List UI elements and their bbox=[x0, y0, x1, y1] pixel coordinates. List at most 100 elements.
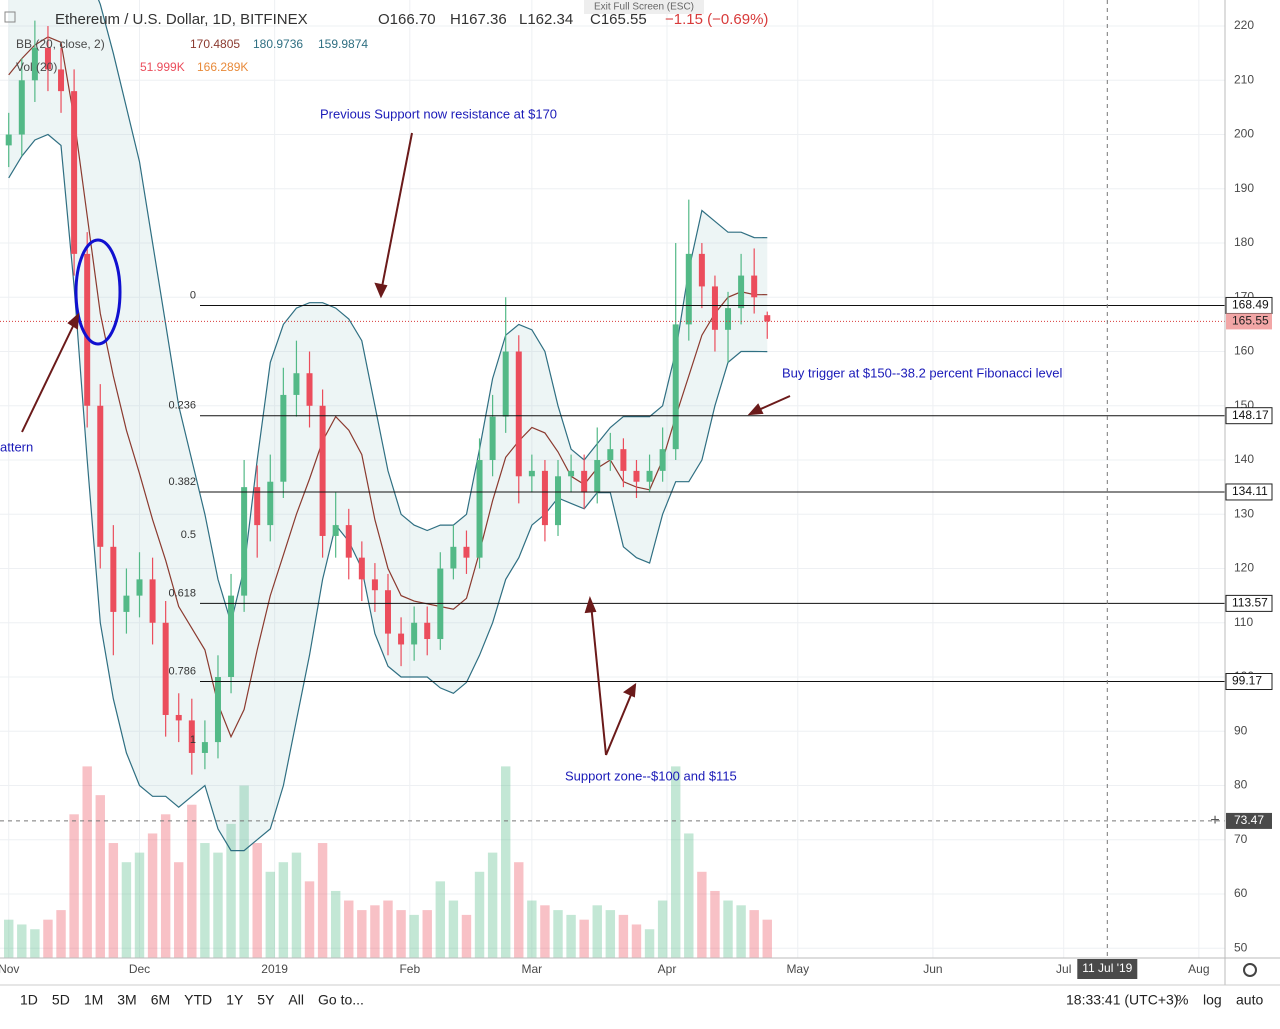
candle-body bbox=[332, 525, 339, 536]
arrow-head bbox=[67, 312, 80, 330]
crosshair-plus: + bbox=[1210, 812, 1219, 829]
y-tick-label: 140 bbox=[1234, 452, 1254, 466]
y-tick-label: 180 bbox=[1234, 235, 1254, 249]
crosshair-date: 11 Jul '19 bbox=[1082, 961, 1132, 975]
candle-body bbox=[5, 134, 12, 146]
goto-button[interactable]: Go to... bbox=[318, 992, 364, 1008]
bb-basis: 170.4805 bbox=[190, 37, 240, 51]
exit-fullscreen-bg[interactable] bbox=[584, 0, 704, 14]
range-button[interactable]: 5D bbox=[52, 992, 70, 1008]
exit-fullscreen[interactable]: Exit Full Screen (ESC) bbox=[594, 2, 694, 13]
candle-body bbox=[18, 80, 25, 135]
price-tag-bg bbox=[1225, 594, 1273, 612]
range-button[interactable]: 1M bbox=[84, 992, 103, 1008]
overlay-layer: Previous Support now resistance at $170 … bbox=[0, 0, 1062, 783]
fib-label: 0.5 bbox=[181, 529, 196, 541]
bb-lower bbox=[8, 133, 768, 852]
price-tag: 148.17 bbox=[1232, 408, 1269, 422]
candle-body bbox=[384, 590, 391, 634]
volume-bar bbox=[134, 852, 145, 958]
candle-body bbox=[711, 286, 718, 330]
volume-bar bbox=[631, 924, 642, 958]
range-button[interactable]: 5Y bbox=[257, 992, 275, 1008]
candle-body bbox=[358, 557, 365, 580]
range-button[interactable]: 1Y bbox=[226, 992, 244, 1008]
price-tag: 134.11 bbox=[1232, 484, 1268, 498]
volume-bar bbox=[566, 914, 576, 958]
candle-body bbox=[450, 546, 457, 569]
volume-bar bbox=[239, 785, 249, 958]
candle-body bbox=[541, 470, 548, 526]
x-tick-label: Jul bbox=[1056, 962, 1071, 976]
price-tag: 113.57 bbox=[1232, 596, 1268, 610]
range-button[interactable]: YTD bbox=[184, 992, 212, 1008]
candle-body bbox=[463, 546, 470, 558]
range-button[interactable]: 3M bbox=[117, 992, 136, 1008]
fib-label: 0 bbox=[190, 289, 196, 301]
candle-body bbox=[515, 351, 522, 477]
arrow bbox=[21, 319, 77, 433]
auto-toggle[interactable]: auto bbox=[1236, 992, 1263, 1008]
volume-bar bbox=[174, 862, 184, 958]
y-tick-label: 60 bbox=[1234, 886, 1248, 900]
annotation: Support zone--$100 and $115 bbox=[565, 768, 737, 783]
volume-bar bbox=[17, 924, 27, 958]
volume-bar bbox=[618, 914, 629, 958]
range-button[interactable]: 6M bbox=[151, 992, 170, 1008]
candle-body bbox=[97, 405, 104, 547]
volume-bar bbox=[723, 900, 733, 958]
candle-body bbox=[267, 481, 274, 526]
volume-bar bbox=[579, 919, 589, 958]
x-tick-label: Jun bbox=[923, 962, 942, 976]
y-tick-label: 200 bbox=[1234, 127, 1254, 141]
candle-body bbox=[633, 470, 640, 482]
highlight-ellipse bbox=[74, 238, 122, 346]
volume-bar bbox=[187, 804, 197, 958]
volume-bar bbox=[43, 919, 53, 958]
volume-bar bbox=[357, 910, 367, 958]
y-tick-label: 220 bbox=[1234, 18, 1254, 32]
volume-bar bbox=[671, 766, 681, 958]
bb-name: BB (20, close, 2) bbox=[16, 37, 105, 51]
y-tick-label: 50 bbox=[1234, 940, 1248, 954]
candle-body bbox=[149, 579, 156, 623]
axis-layer: 5060708090100110120130140150160170180190… bbox=[0, 18, 1273, 979]
collapse-icon[interactable] bbox=[4, 11, 16, 23]
candle-body bbox=[502, 351, 509, 417]
log-toggle[interactable]: log bbox=[1203, 992, 1222, 1008]
volume-bar bbox=[370, 905, 380, 958]
candle-body bbox=[345, 525, 352, 558]
settings-icon[interactable] bbox=[1243, 963, 1257, 977]
percent-toggle[interactable]: % bbox=[1176, 992, 1188, 1008]
price-tag-bg bbox=[1225, 407, 1273, 425]
volume-bar bbox=[540, 905, 550, 958]
volume-bar bbox=[697, 871, 707, 958]
volume-bar bbox=[56, 910, 66, 958]
candle-body bbox=[84, 253, 91, 406]
toolbar: 18:33:41 (UTC+3) % log auto Go to... 1D 5… bbox=[20, 963, 1263, 1008]
bb-upper: 180.9736 bbox=[253, 37, 303, 51]
arrow-head bbox=[622, 682, 637, 698]
candle-body bbox=[594, 460, 601, 493]
volume-bar bbox=[487, 852, 498, 958]
crosshair-date-bg bbox=[1077, 959, 1138, 979]
volume-bar bbox=[514, 862, 524, 958]
candle-body bbox=[58, 69, 65, 92]
x-tick-label: Nov bbox=[0, 962, 19, 976]
candle-body bbox=[725, 308, 732, 330]
candle-body bbox=[175, 714, 182, 721]
range-button[interactable]: All bbox=[288, 992, 304, 1008]
volume-bar bbox=[278, 862, 289, 958]
candle-body bbox=[685, 253, 692, 325]
volume-bar bbox=[317, 843, 328, 958]
volume-bar bbox=[435, 881, 446, 958]
arrows bbox=[21, 132, 791, 756]
candle-body bbox=[698, 253, 705, 287]
volume-bar bbox=[500, 766, 511, 958]
fib-label: 0.382 bbox=[168, 476, 196, 488]
volume-bar bbox=[304, 881, 315, 958]
range-button[interactable]: 1D bbox=[20, 992, 38, 1008]
volume-bar bbox=[448, 900, 459, 958]
last-price-tag: 165.55 bbox=[1232, 314, 1269, 328]
